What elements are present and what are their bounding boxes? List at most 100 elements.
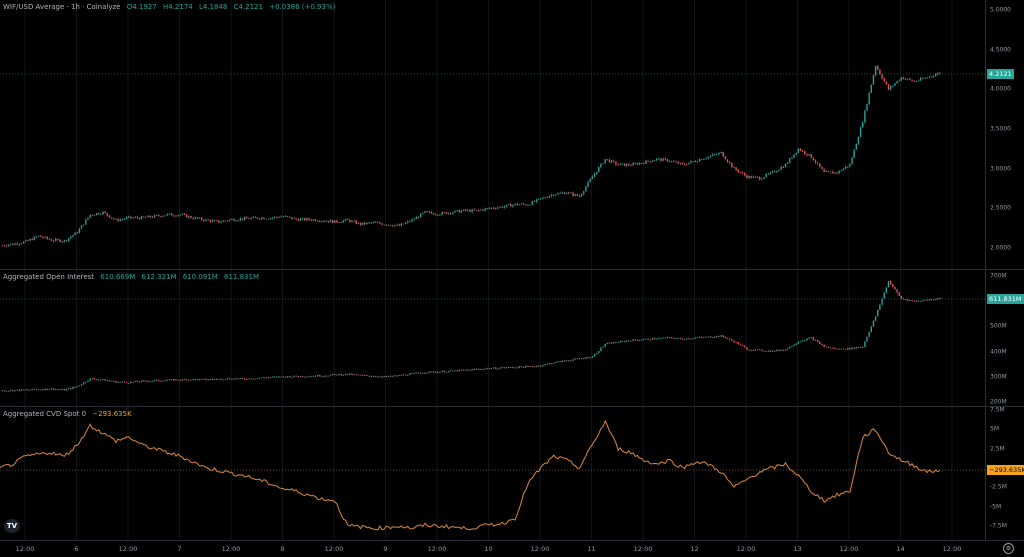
candle-body (31, 388, 33, 390)
candle-body (791, 346, 793, 347)
candle-body (585, 186, 587, 192)
candle-body (503, 367, 506, 369)
candle-body (851, 157, 853, 165)
candle-body (342, 220, 345, 223)
candle-body (402, 223, 405, 225)
candle-body (306, 376, 308, 378)
candle-body (870, 84, 873, 93)
candle-body (883, 292, 885, 299)
candle-body (417, 217, 420, 218)
candle-body (40, 235, 42, 237)
candle-body (778, 169, 780, 172)
candle-body (497, 368, 499, 370)
candle-body (885, 81, 888, 85)
candle-body (295, 375, 297, 377)
candle-body (29, 239, 31, 241)
candle-body (769, 350, 772, 352)
candle-body (33, 388, 36, 390)
candle-body (894, 83, 896, 86)
pane-separator[interactable] (0, 406, 1024, 407)
candle-body (413, 219, 415, 221)
candle-body (432, 371, 435, 373)
candle-body (797, 148, 800, 153)
candle-body (816, 340, 819, 342)
candle-body (31, 239, 33, 241)
candle-body (862, 122, 864, 128)
candle-body (353, 374, 355, 376)
candle-body (224, 379, 227, 381)
candle-body (228, 378, 231, 380)
candle-body (417, 372, 420, 374)
candle-body (82, 382, 85, 385)
candle-body (293, 218, 295, 220)
candle-body (520, 203, 523, 205)
candle-body (155, 379, 158, 381)
candle-body (353, 220, 355, 222)
candle-body (385, 224, 388, 226)
candle-body (677, 338, 679, 339)
candle-body (660, 337, 662, 339)
candle-body (372, 376, 375, 378)
candle-body (924, 77, 926, 79)
candle-body (441, 212, 443, 215)
candle-body (344, 373, 347, 375)
candle-body (836, 172, 838, 174)
candle-body (293, 375, 295, 377)
candle-body (301, 218, 304, 219)
candle-body (583, 358, 585, 360)
candle-body (632, 339, 634, 341)
candle-body (649, 339, 651, 341)
candle-body (507, 367, 510, 368)
chart-canvas[interactable] (0, 0, 985, 540)
price-scale[interactable]: 4.2121 611.831M −293.635K 5.0000 4.5000 4.… (985, 0, 1024, 540)
candle-body (428, 211, 430, 213)
candle-body (284, 215, 287, 217)
candle-body (765, 351, 767, 352)
candle-body (615, 342, 617, 344)
candle-body (645, 338, 647, 340)
candle-body (447, 212, 450, 214)
y-tick-label: 4.0000 (990, 85, 1011, 93)
candle-body (718, 336, 720, 337)
candle-body (746, 175, 748, 178)
candle-body (445, 212, 448, 214)
pane-separator[interactable] (0, 269, 1024, 270)
candle-body (389, 224, 392, 226)
candle-body (449, 212, 452, 214)
candle-body (484, 368, 486, 370)
candle-body (580, 194, 583, 197)
candle-body (289, 376, 291, 378)
candle-body (85, 219, 87, 225)
candle-body (250, 378, 252, 380)
candle-body (231, 218, 233, 220)
candle-body (881, 298, 883, 305)
candle-body (600, 163, 602, 168)
candle-body (563, 192, 566, 195)
candle-body (656, 338, 658, 340)
candle-body (623, 341, 626, 342)
candle-body (651, 338, 654, 340)
candle-body (656, 158, 658, 161)
candle-body (82, 224, 85, 226)
candle-body (211, 220, 214, 222)
candle-body (134, 381, 136, 382)
candle-body (383, 376, 385, 377)
candle-body (321, 220, 323, 222)
candle-body (555, 194, 557, 196)
candle-body (602, 163, 604, 165)
candle-body (387, 224, 390, 226)
time-axis[interactable]: ⚙ 12:00 6 12:00 7 12:00 8 12:00 9 12:00 10 12:00 11… (0, 540, 1024, 557)
candle-body (840, 348, 842, 350)
candle-body (211, 379, 214, 380)
candle-body (276, 216, 278, 218)
candle-body (548, 196, 551, 198)
candle-body (542, 197, 544, 199)
settings-icon[interactable]: ⚙ (1003, 543, 1014, 554)
candle-body (664, 337, 666, 339)
candle-body (308, 218, 310, 220)
candle-body (22, 241, 25, 244)
candle-body (349, 373, 351, 375)
candle-body (7, 390, 10, 392)
candle-body (188, 379, 190, 381)
candle-body (782, 167, 785, 168)
